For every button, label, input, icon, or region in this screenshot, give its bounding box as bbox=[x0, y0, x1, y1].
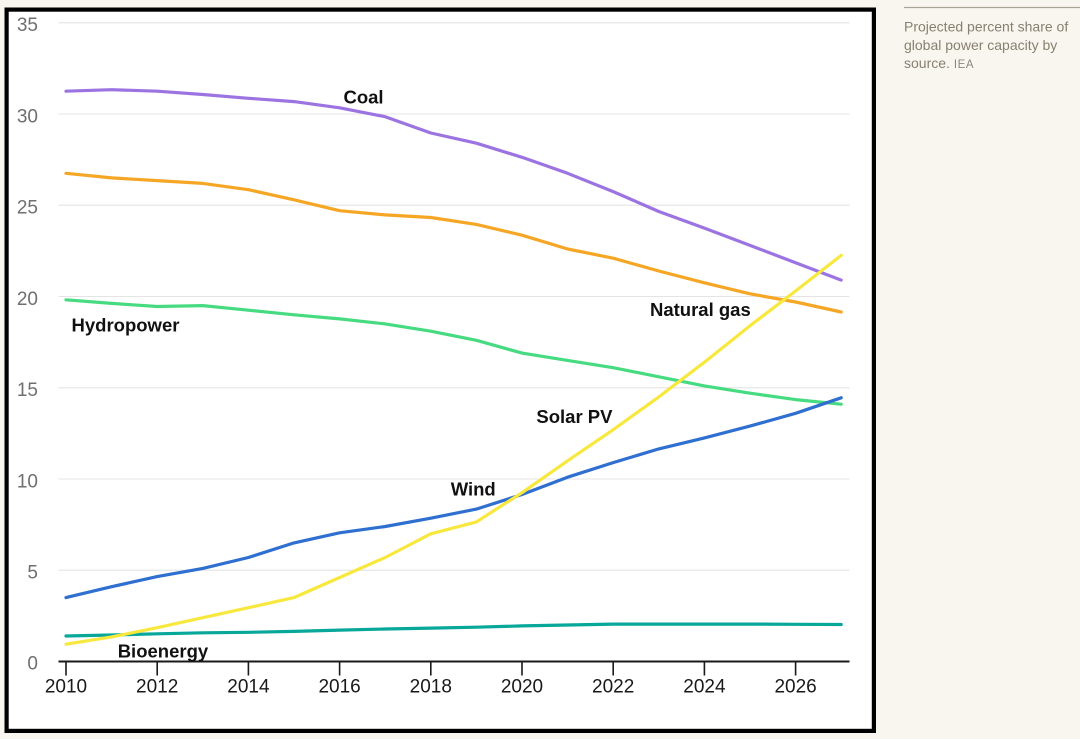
svg-text:2018: 2018 bbox=[410, 677, 452, 698]
svg-text:30: 30 bbox=[17, 106, 38, 127]
svg-text:Wind: Wind bbox=[451, 479, 496, 500]
svg-text:25: 25 bbox=[17, 198, 38, 219]
svg-text:global power capacity by: global power capacity by bbox=[904, 37, 1057, 53]
svg-text:2014: 2014 bbox=[227, 677, 270, 698]
svg-text:5: 5 bbox=[27, 563, 38, 584]
svg-text:35: 35 bbox=[17, 15, 38, 36]
svg-text:2026: 2026 bbox=[774, 677, 816, 698]
svg-text:Bioenergy: Bioenergy bbox=[118, 641, 209, 662]
svg-text:20: 20 bbox=[17, 289, 38, 310]
svg-text:0: 0 bbox=[27, 653, 38, 674]
svg-text:Natural gas: Natural gas bbox=[650, 299, 751, 320]
svg-text:Hydropower: Hydropower bbox=[72, 315, 180, 336]
svg-text:source. IEA: source. IEA bbox=[904, 55, 974, 71]
svg-text:Solar PV: Solar PV bbox=[536, 406, 613, 427]
svg-text:10: 10 bbox=[17, 471, 38, 492]
svg-text:2022: 2022 bbox=[592, 677, 634, 698]
svg-text:Coal: Coal bbox=[343, 87, 383, 108]
svg-text:2024: 2024 bbox=[683, 677, 726, 698]
svg-text:Projected percent share of: Projected percent share of bbox=[904, 19, 1068, 35]
svg-text:2016: 2016 bbox=[318, 677, 360, 698]
svg-text:2010: 2010 bbox=[45, 677, 87, 698]
svg-text:15: 15 bbox=[17, 380, 38, 401]
svg-text:2020: 2020 bbox=[501, 677, 543, 698]
svg-text:2012: 2012 bbox=[136, 677, 178, 698]
